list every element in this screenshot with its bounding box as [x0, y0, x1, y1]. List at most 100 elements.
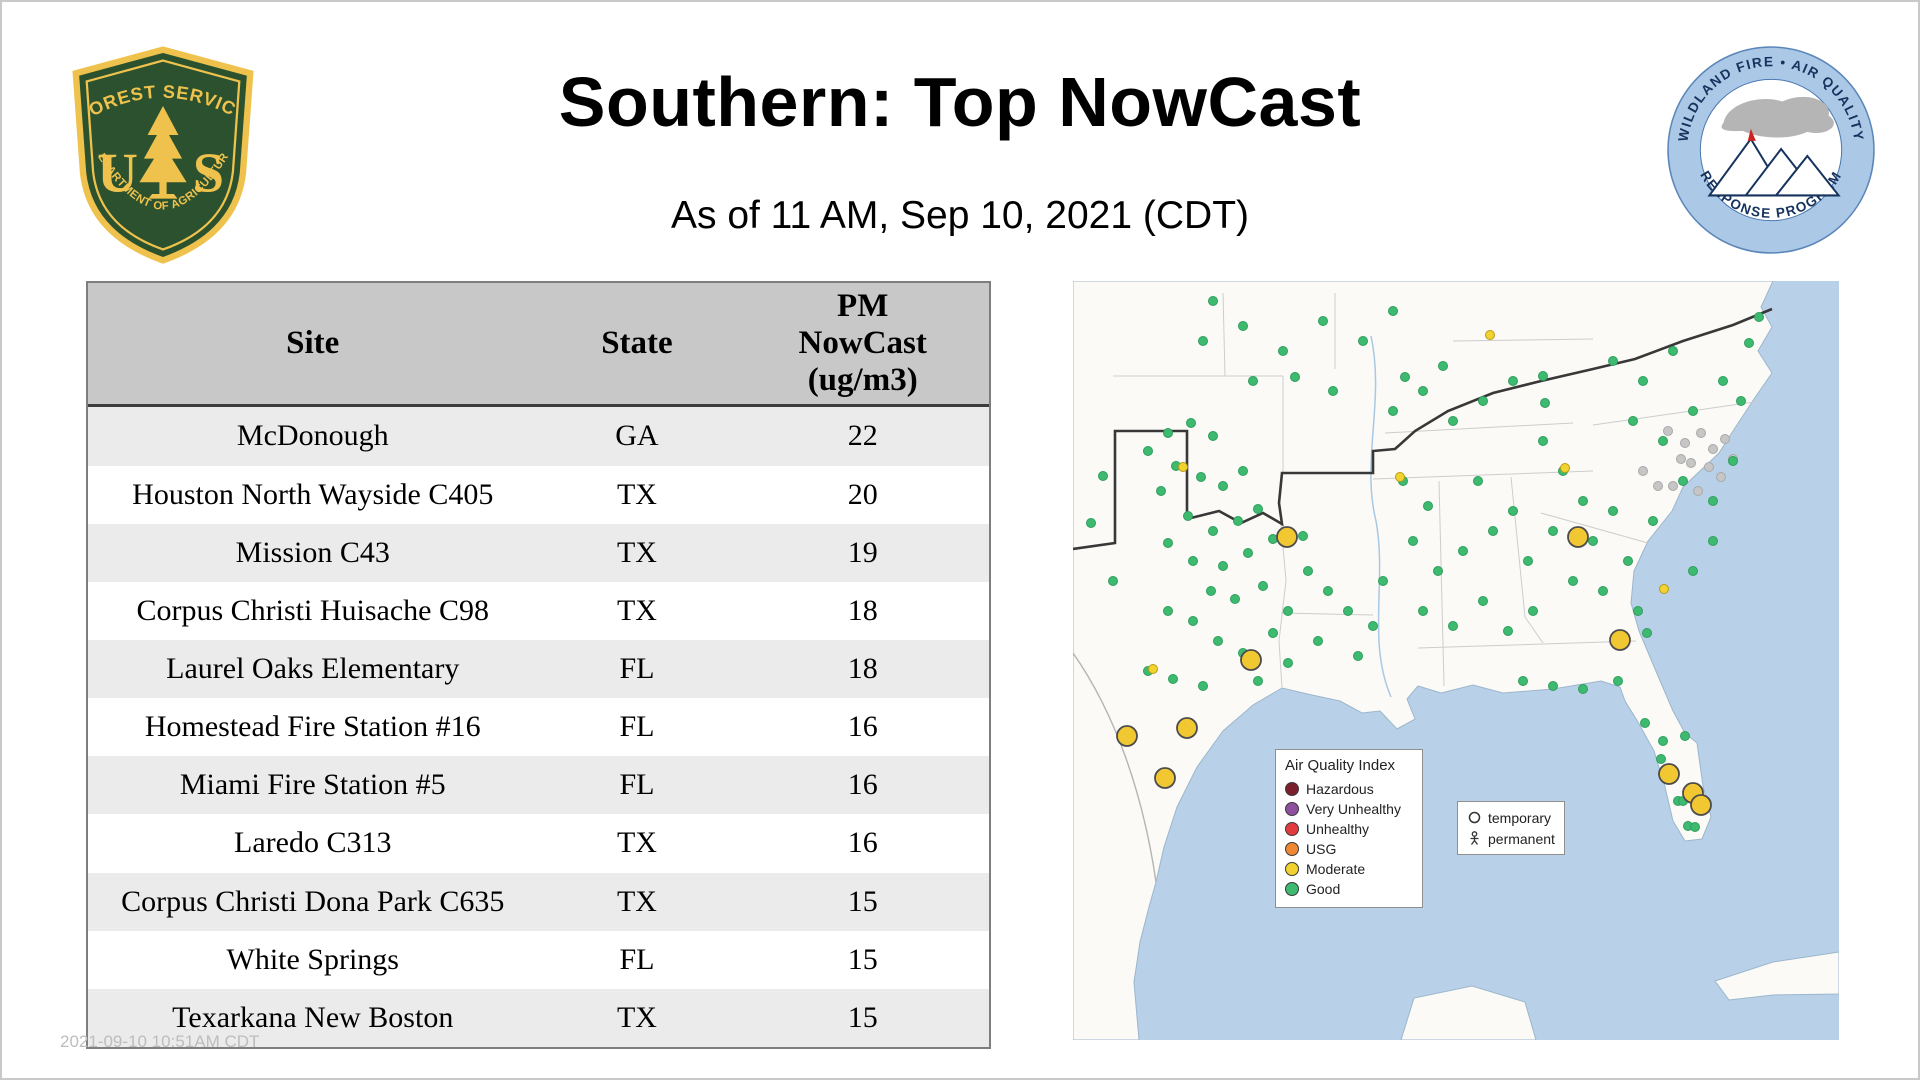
legend-item: USG [1285, 839, 1413, 859]
good-station-dot [1538, 436, 1548, 446]
good-station-dot [1358, 336, 1368, 346]
good-station-dot [1638, 376, 1648, 386]
table-row: Homestead Fire Station #16 FL 16 [88, 698, 989, 757]
inactive-station-dot [1720, 434, 1730, 444]
table-row: Corpus Christi Huisache C98 TX 18 [88, 581, 989, 640]
good-station-dot [1388, 406, 1398, 416]
table-row: Laurel Oaks Elementary FL 18 [88, 639, 989, 699]
good-station-dot [1208, 431, 1218, 441]
good-station-dot [1086, 518, 1096, 528]
mexico-border [1073, 652, 1157, 883]
yucatan [1400, 985, 1537, 1040]
good-station-dot [1448, 416, 1458, 426]
good-station-dot [1233, 516, 1243, 526]
site-cell: Homestead Fire Station #16 [144, 710, 481, 744]
legend-item: Good [1285, 879, 1413, 899]
good-station-dot [1473, 476, 1483, 486]
good-station-dot [1640, 718, 1650, 728]
good-station-dot [1478, 596, 1488, 606]
mainland [1073, 281, 1774, 1040]
good-station-dot [1744, 338, 1754, 348]
good-station-dot [1588, 536, 1598, 546]
site-cell: Corpus Christi Huisache C98 [136, 593, 490, 627]
state-cell: GA [615, 419, 659, 453]
good-station-dot [1298, 531, 1308, 541]
legend-label: USG [1306, 841, 1337, 857]
good-station-dot [1628, 416, 1638, 426]
good-station-dot [1243, 548, 1253, 558]
good-station-dot [1503, 626, 1513, 636]
smoke-cloud-icon [1721, 96, 1834, 138]
good-station-dot [1408, 536, 1418, 546]
good-station-dot [1613, 676, 1623, 686]
good-station-dot [1568, 576, 1578, 586]
state-cell: FL [619, 768, 655, 802]
good-station-dot [1290, 372, 1300, 382]
aqi-legend: Air Quality Index Hazardous Very Unhealth… [1275, 749, 1423, 908]
marker-row-permanent: permanent [1467, 828, 1555, 849]
good-station-dot [1283, 658, 1293, 668]
temporary-station-dot [1240, 649, 1262, 671]
legend-dot [1285, 862, 1299, 876]
value-cell: 20 [847, 477, 878, 511]
good-station-dot [1163, 606, 1173, 616]
nowcast-table: Site State PM NowCast (ug/m3) McDonough GA 2… [86, 281, 991, 1049]
legend-label: Moderate [1306, 861, 1366, 877]
good-station-dot [1168, 674, 1178, 684]
permanent-person-icon [1470, 831, 1479, 845]
fs-letter-s: S [193, 142, 224, 204]
state-cell: FL [619, 652, 655, 686]
value-cell: 16 [847, 826, 878, 860]
good-station-dot [1668, 346, 1678, 356]
good-station-dot [1538, 371, 1548, 381]
legend-item: Moderate [1285, 859, 1413, 879]
site-cell: Miami Fire Station #5 [179, 768, 446, 802]
good-station-dot [1328, 386, 1338, 396]
good-station-dot [1578, 684, 1588, 694]
inactive-station-dot [1696, 428, 1706, 438]
good-station-dot [1508, 376, 1518, 386]
good-station-dot [1163, 428, 1173, 438]
legend-dot [1285, 882, 1299, 896]
moderate_small-station-dot [1485, 330, 1495, 340]
good-station-dot [1206, 586, 1216, 596]
good-station-dot [1343, 606, 1353, 616]
site-cell: Laurel Oaks Elementary [166, 652, 460, 686]
good-station-dot [1208, 296, 1218, 306]
aqi-legend-items: Hazardous Very Unhealthy Unhealthy USG Moder… [1285, 779, 1413, 899]
site-cell: Mission C43 [235, 535, 390, 569]
temporary-station-dot [1567, 526, 1589, 548]
good-station-dot [1268, 534, 1278, 544]
cuba [1714, 951, 1839, 1001]
column-header: Site [286, 324, 340, 361]
legend-dot [1285, 802, 1299, 816]
good-station-dot [1388, 306, 1398, 316]
inactive-station-dot [1668, 481, 1678, 491]
state-cell: TX [616, 884, 657, 918]
good-station-dot [1718, 376, 1728, 386]
site-cell: Houston North Wayside C405 [132, 477, 494, 511]
good-station-dot [1648, 516, 1658, 526]
forest-service-logo: FOREST SERVICE U S DEPARTMENT OF AGRICUL… [72, 46, 254, 264]
good-station-dot [1708, 496, 1718, 506]
value-cell: 16 [847, 768, 878, 802]
good-station-dot [1528, 606, 1538, 616]
good-station-dot [1658, 736, 1668, 746]
fs-letter-u: U [97, 142, 138, 204]
pine-tree-icon [139, 105, 187, 199]
good-station-dot [1163, 538, 1173, 548]
value-cell: 16 [847, 710, 878, 744]
good-station-dot [1540, 398, 1550, 408]
inactive-station-dot [1693, 486, 1703, 496]
timestamp-watermark: 2021-09-10 10:51AM CDT [60, 1032, 260, 1051]
table-row: Houston North Wayside C405 TX 20 [88, 465, 989, 524]
good-station-dot [1353, 651, 1363, 661]
good-station-dot [1278, 346, 1288, 356]
good-station-dot [1156, 486, 1166, 496]
good-station-dot [1508, 506, 1518, 516]
legend-label: Hazardous [1306, 781, 1374, 797]
value-cell: 15 [847, 1000, 878, 1034]
good-station-dot [1143, 446, 1153, 456]
wfaqrp-logo: WILDLAND FIRE • AIR QUALITY RESPONSE PRO… [1667, 46, 1875, 254]
temporary-station-dot [1176, 717, 1198, 739]
